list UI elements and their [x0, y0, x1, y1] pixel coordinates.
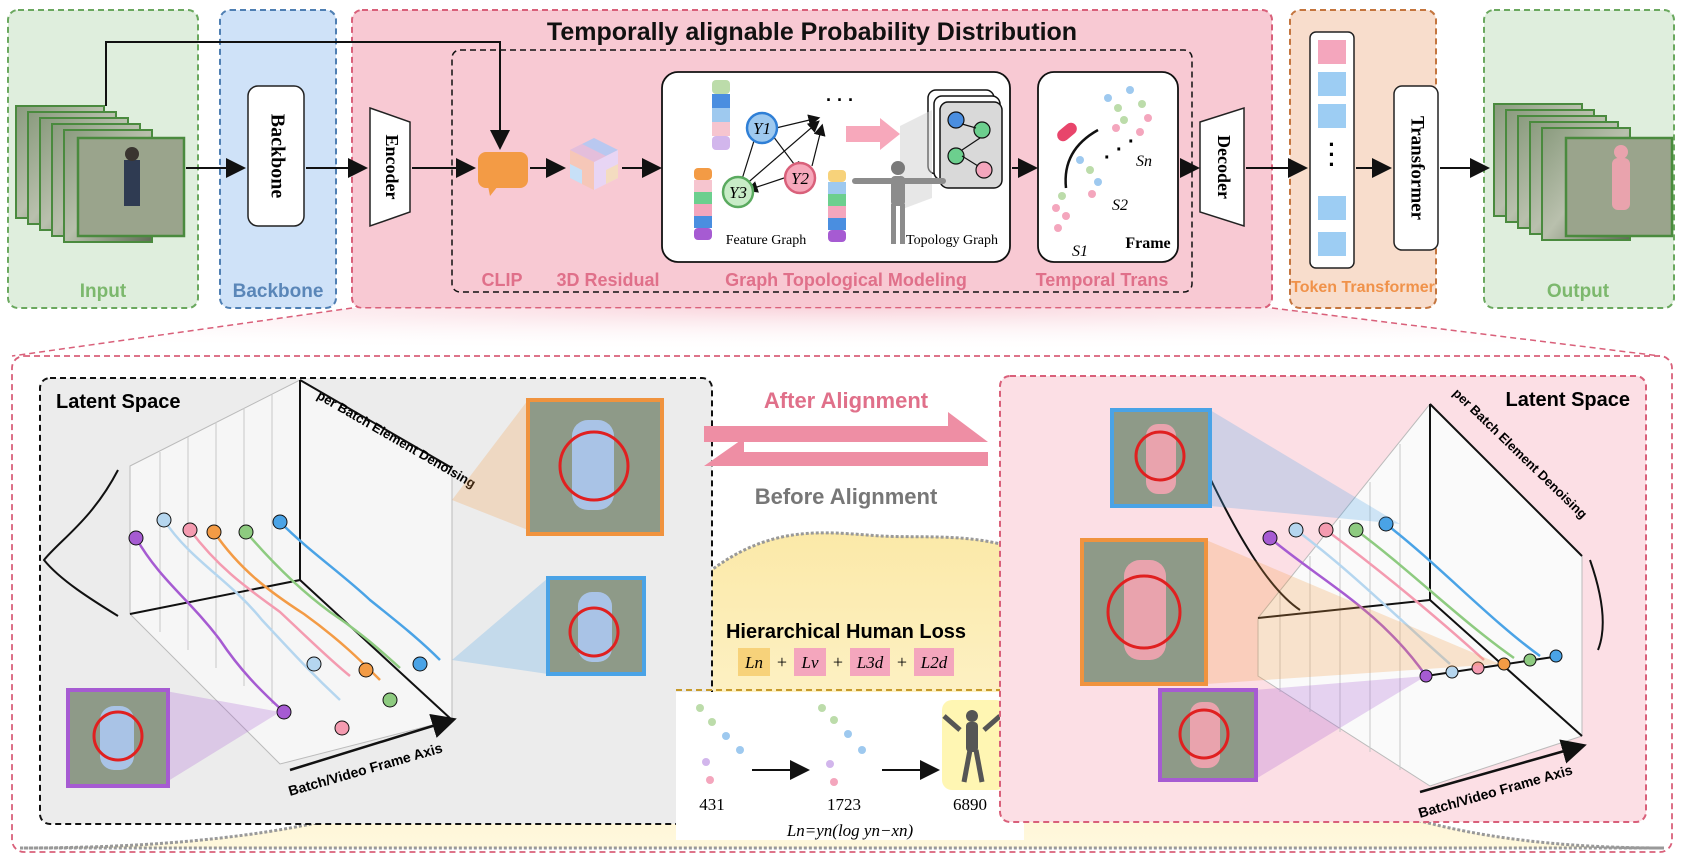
input-section: Input	[7, 9, 199, 309]
alignment-arrows: After Alignment Before Alignment	[704, 388, 988, 509]
output-section: Output	[1483, 9, 1675, 309]
latent-right-panel: Latent Space per Batch Element	[999, 375, 1647, 823]
feature-bar-left	[694, 168, 712, 240]
main-section: Temporally alignable Probability Distrib…	[351, 9, 1273, 309]
backbone-label: Backbone	[233, 281, 324, 302]
latent-right-title: Latent Space	[1506, 389, 1630, 411]
graph-label: Graph Topological Modeling	[725, 270, 967, 290]
count-1723: 1723	[827, 795, 861, 814]
topology-graph-label: Topology Graph	[906, 233, 998, 248]
temporal-panel	[1037, 71, 1179, 263]
node-y1: Y1	[745, 111, 779, 145]
input-video-frames	[15, 105, 186, 243]
loss-terms: Ln + Lv + L3d + L2d	[738, 648, 954, 676]
loss-title: Hierarchical Human Loss	[726, 621, 966, 643]
before-alignment-arrow	[704, 438, 988, 466]
feature-bar-right	[828, 170, 846, 242]
backbone-block-label: Backbone	[266, 114, 288, 199]
svg-text:·: ·	[1328, 132, 1335, 157]
flow-arrows	[105, 41, 1490, 178]
loss-term-2d: L2d	[920, 653, 948, 672]
loss-term-v: Lv	[801, 653, 819, 672]
svg-text:Y1: Y1	[753, 119, 771, 138]
svg-text:·: ·	[1116, 139, 1123, 161]
label-s2: S2	[1112, 197, 1128, 214]
node-y2: Y2	[783, 161, 817, 195]
encoder-label: Encoder	[382, 135, 402, 200]
latent-left-panel: Latent Space per B	[39, 377, 713, 825]
label-s1: S1	[1072, 243, 1088, 260]
topology-graph-icon	[927, 89, 1003, 189]
clip-icon	[478, 152, 528, 196]
token-transformer-label: Token Transformer	[1291, 279, 1435, 296]
main-title: Temporally alignable Probability Distrib…	[547, 18, 1077, 46]
residual-cube-icon	[570, 138, 618, 190]
latent-left-title: Latent Space	[56, 391, 180, 413]
mesh-6890	[942, 700, 1006, 790]
after-alignment-arrow	[704, 412, 988, 442]
loss-formula: Ln=yn(log yn−xn)	[786, 821, 914, 840]
loss-term-n: Ln	[744, 653, 763, 672]
svg-text:·: ·	[1328, 142, 1335, 167]
temporal-skeletons	[1052, 86, 1152, 232]
label-sn: Sn	[1136, 153, 1152, 170]
clip-label: CLIP	[481, 270, 522, 290]
output-label: Output	[1547, 281, 1610, 302]
pink-arrow-icon	[846, 118, 900, 150]
svg-text:Y3: Y3	[729, 183, 747, 202]
frame-label: Frame	[1125, 235, 1170, 252]
temporal-label: Temporal Trans	[1036, 270, 1169, 290]
graph-ellipsis: · · ·	[826, 90, 854, 110]
count-6890: 6890	[953, 795, 987, 814]
backbone-section: Backbone Backbone	[219, 9, 337, 309]
decoder-label: Decoder	[1214, 135, 1234, 199]
before-alignment-label: Before Alignment	[755, 484, 938, 509]
svg-text:+: +	[777, 652, 787, 672]
loss-term-3d: L3d	[856, 653, 884, 672]
svg-text:·: ·	[1328, 152, 1335, 177]
token-transformer-section: · · · Transformer Token Transformer	[1289, 9, 1439, 309]
output-video-frames	[1493, 103, 1674, 241]
residual-label: 3D Residual	[556, 270, 659, 290]
input-label: Input	[80, 281, 127, 302]
svg-text:+: +	[833, 652, 843, 672]
after-alignment-label: After Alignment	[764, 388, 929, 413]
skeleton-1723	[818, 704, 866, 786]
feature-graph-label: Feature Graph	[726, 233, 806, 248]
svg-text:·: ·	[1104, 147, 1111, 169]
loss-panel: Hierarchical Human Loss Ln + Lv + L3d + …	[676, 621, 1024, 840]
transformer-label: Transformer	[1407, 116, 1428, 221]
feature-bar-top	[712, 80, 730, 150]
detail-section	[11, 355, 1673, 853]
svg-text:Y2: Y2	[791, 169, 809, 188]
node-y3: Y3	[721, 175, 755, 209]
temporal-dots: ·	[1128, 131, 1135, 153]
zoom-glow	[12, 308, 1660, 356]
count-431: 431	[699, 795, 725, 814]
skeleton-431	[696, 704, 744, 784]
svg-text:+: +	[897, 652, 907, 672]
tpose-mesh-icon	[852, 161, 946, 244]
